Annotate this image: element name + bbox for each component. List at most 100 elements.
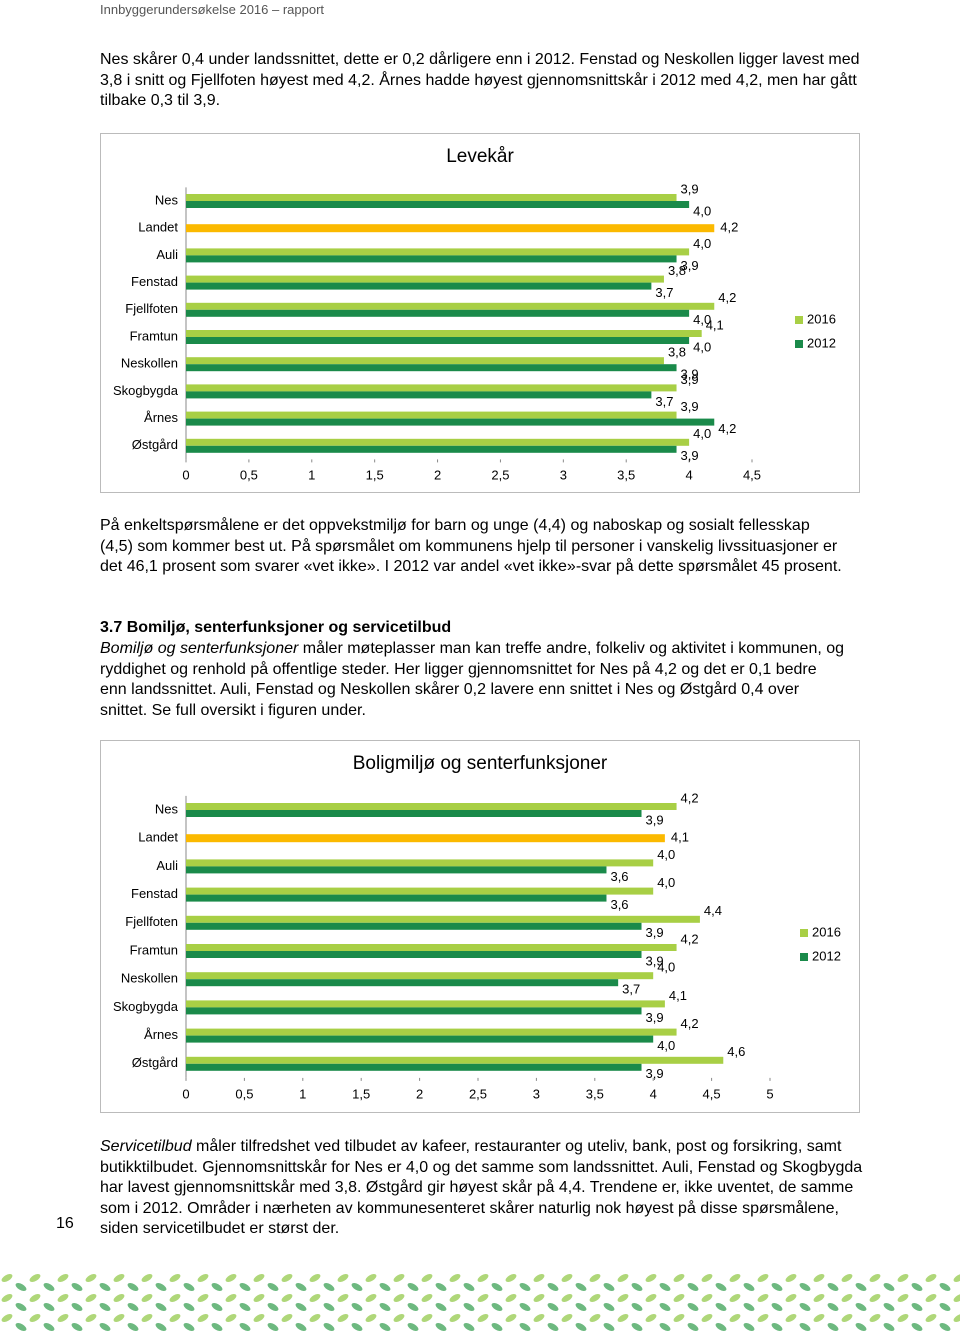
bar bbox=[186, 810, 642, 817]
bar bbox=[186, 887, 654, 895]
bar bbox=[186, 951, 642, 958]
x-tick-label: 4,5 bbox=[703, 1086, 721, 1101]
value-label: 3,9 bbox=[646, 812, 664, 827]
y-tick-label: Auli bbox=[156, 247, 178, 262]
bar bbox=[186, 384, 677, 392]
x-tick-label: 3 bbox=[533, 1086, 540, 1101]
value-label: 3,9 bbox=[646, 953, 664, 968]
value-label: 4,0 bbox=[693, 426, 711, 441]
value-label: 4,0 bbox=[693, 203, 711, 218]
chart-frame bbox=[100, 740, 860, 1113]
bar bbox=[186, 915, 700, 923]
paragraph: På enkeltspørsmålene er det oppvekstmilj… bbox=[100, 517, 842, 575]
value-label: 3,7 bbox=[655, 394, 673, 409]
value-label: 4,2 bbox=[718, 421, 736, 436]
x-tick-label: 0 bbox=[182, 467, 189, 482]
x-tick-label: 5 bbox=[766, 1086, 773, 1101]
bar bbox=[186, 834, 665, 843]
value-label: 3,6 bbox=[610, 897, 628, 912]
bar bbox=[186, 418, 715, 426]
bar bbox=[186, 364, 677, 372]
x-tick-label: 3,5 bbox=[586, 1086, 604, 1101]
italic-term: Servicetilbud bbox=[100, 1138, 192, 1155]
bar bbox=[186, 979, 619, 987]
value-label: 3,9 bbox=[646, 1066, 664, 1081]
bar bbox=[186, 275, 664, 283]
value-label: 4,0 bbox=[693, 312, 711, 327]
bar bbox=[186, 803, 677, 810]
value-label: 3,6 bbox=[610, 869, 628, 884]
paragraph-text: måler møteplasser man kan treffe andre, … bbox=[100, 640, 845, 719]
y-tick-label: Neskollen bbox=[121, 356, 178, 371]
legend-label: 2016 bbox=[812, 924, 841, 939]
section-heading: 3.7 Bomiljø, senterfunksjoner og service… bbox=[100, 619, 452, 636]
x-tick-label: 1 bbox=[308, 467, 315, 482]
x-tick-label: 1,5 bbox=[352, 1086, 370, 1101]
legend-swatch bbox=[800, 929, 808, 937]
legend-swatch bbox=[795, 340, 803, 348]
paragraph-text: måler tilfredshet ved tilbudet av kafeer… bbox=[100, 1138, 863, 1237]
value-label: 4,1 bbox=[669, 988, 687, 1003]
x-tick-label: 2 bbox=[416, 1086, 423, 1101]
value-label: 4,2 bbox=[718, 290, 736, 305]
paragraph: Bomiljø og senterfunksjoner måler møtepl… bbox=[100, 639, 845, 721]
chart-title: Levekår bbox=[446, 146, 514, 167]
y-tick-label: Fjellfoten bbox=[125, 914, 178, 929]
value-label: 4,0 bbox=[693, 339, 711, 354]
value-label: 3,8 bbox=[668, 345, 686, 360]
x-tick-label: 1,5 bbox=[366, 467, 384, 482]
value-label: 4,1 bbox=[706, 317, 724, 332]
x-tick-label: 3 bbox=[560, 467, 567, 482]
value-label: 3,9 bbox=[681, 448, 699, 463]
bar bbox=[186, 445, 677, 453]
y-tick-label: Framtun bbox=[130, 328, 178, 343]
bar bbox=[186, 972, 654, 980]
value-label: 4,2 bbox=[720, 220, 738, 235]
bar bbox=[186, 248, 690, 256]
chart-frame bbox=[100, 133, 860, 493]
y-tick-label: Årnes bbox=[144, 1027, 178, 1042]
bar bbox=[186, 282, 652, 290]
value-label: 3,9 bbox=[646, 925, 664, 940]
x-tick-label: 2,5 bbox=[469, 1086, 487, 1101]
value-label: 3,7 bbox=[622, 982, 640, 997]
value-label: 3,9 bbox=[681, 367, 699, 382]
x-tick-label: 1 bbox=[299, 1086, 306, 1101]
bar bbox=[186, 1000, 665, 1008]
value-label: 4,0 bbox=[657, 1038, 675, 1053]
x-tick-label: 2 bbox=[434, 467, 441, 482]
bar bbox=[186, 1063, 642, 1071]
y-tick-label: Fjellfoten bbox=[125, 301, 178, 316]
x-tick-label: 0 bbox=[182, 1086, 189, 1101]
bar bbox=[186, 201, 690, 208]
legend-label: 2012 bbox=[807, 335, 836, 350]
value-label: 4,2 bbox=[681, 790, 699, 805]
running-header: Innbyggerundersøkelse 2016 – rapport bbox=[100, 2, 325, 17]
y-tick-label: Landet bbox=[138, 220, 178, 235]
italic-term: Bomiljø og senterfunksjoner bbox=[100, 640, 299, 657]
bar bbox=[186, 866, 607, 874]
value-label: 3,9 bbox=[681, 181, 699, 196]
y-tick-label: Skogbygda bbox=[113, 999, 179, 1014]
bar bbox=[186, 337, 690, 344]
bar bbox=[186, 859, 654, 867]
value-label: 3,9 bbox=[681, 399, 699, 414]
x-tick-label: 0,5 bbox=[240, 467, 258, 482]
bar bbox=[186, 391, 652, 399]
value-label: 4,0 bbox=[657, 847, 675, 862]
y-tick-label: Årnes bbox=[144, 410, 178, 425]
value-label: 3,7 bbox=[655, 285, 673, 300]
y-tick-label: Landet bbox=[138, 830, 178, 845]
value-label: 3,9 bbox=[681, 372, 699, 387]
chart-title: Boligmiljø og senterfunksjoner bbox=[353, 753, 608, 774]
x-tick-label: 2,5 bbox=[491, 467, 509, 482]
y-tick-label: Fenstad bbox=[131, 886, 178, 901]
value-label: 3,9 bbox=[646, 1010, 664, 1025]
bar bbox=[186, 224, 715, 233]
legend-label: 2012 bbox=[812, 948, 841, 963]
x-tick-label: 4 bbox=[650, 1086, 657, 1101]
decoration bbox=[0, 1272, 960, 1333]
value-label: 4,2 bbox=[681, 931, 699, 946]
value-label: 4,0 bbox=[693, 236, 711, 251]
